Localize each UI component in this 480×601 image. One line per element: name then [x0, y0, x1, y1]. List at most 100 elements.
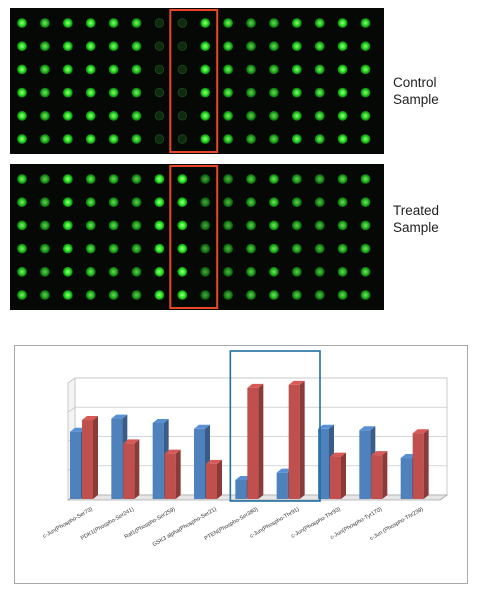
treated-spot — [337, 220, 348, 231]
treated-spot — [40, 174, 50, 184]
control-spot — [62, 134, 73, 144]
control-spot — [291, 41, 302, 52]
treated-spot — [62, 290, 73, 300]
treated-spot — [360, 266, 371, 277]
control-spot — [360, 18, 371, 28]
treated-spot — [314, 220, 325, 231]
treated-spot — [17, 243, 27, 254]
control-spot — [40, 18, 50, 28]
control-spot — [360, 64, 371, 75]
bar-top — [359, 426, 376, 431]
control-spot — [131, 110, 142, 121]
bar-front — [194, 428, 205, 499]
bar-front — [330, 456, 341, 499]
control-spot — [314, 41, 325, 52]
bar-side — [258, 383, 264, 499]
treated-spot — [246, 290, 256, 300]
control-spot — [360, 87, 371, 98]
treated-spot — [108, 220, 119, 231]
bar-front — [70, 431, 81, 499]
treated-spot — [17, 174, 27, 184]
control-spot — [269, 41, 279, 52]
treated-spot — [85, 174, 96, 184]
treated-spot — [131, 220, 142, 231]
treated-spot — [154, 266, 165, 277]
treated-spot — [131, 197, 142, 208]
treated-spot — [314, 290, 325, 300]
control-spot — [246, 18, 256, 28]
treated-spot — [246, 197, 256, 208]
bar-front — [288, 384, 300, 499]
control-spot — [360, 110, 371, 121]
treated-spot — [314, 243, 325, 254]
control-spot — [269, 110, 279, 121]
control-spot — [154, 64, 165, 75]
bar-series2 — [288, 380, 305, 499]
control-spot — [17, 64, 27, 75]
treated-spot — [177, 197, 188, 208]
treated-spot — [108, 266, 119, 277]
bar-front — [82, 420, 93, 499]
treated-spot — [108, 290, 119, 300]
treated-spot — [85, 220, 96, 231]
control-spot — [85, 64, 96, 75]
control-spot — [246, 87, 256, 98]
treated-spot — [62, 174, 73, 184]
bar-front — [318, 428, 329, 499]
control-spot — [17, 18, 27, 28]
treated-spot — [223, 290, 234, 300]
treated-spot — [269, 197, 279, 208]
treated-spot — [131, 243, 142, 254]
treated-spot — [269, 266, 279, 277]
control-spot — [314, 110, 325, 121]
treated-spot — [246, 266, 256, 277]
bar-side — [175, 449, 181, 499]
control-spot — [17, 41, 27, 52]
control-spot — [108, 41, 119, 52]
control-spot — [177, 41, 188, 51]
treated-highlight-box — [169, 165, 219, 309]
control-spot — [17, 134, 27, 144]
control-spot — [85, 18, 96, 28]
bar-top — [247, 383, 264, 388]
treated-spot — [131, 174, 142, 184]
bar-top — [82, 416, 98, 421]
treated-spot — [131, 290, 142, 300]
control-spot — [291, 87, 302, 98]
treated-spot — [223, 243, 234, 254]
treated-spot — [200, 290, 211, 300]
treated-spot — [85, 243, 96, 254]
control-spot — [269, 134, 279, 144]
treated-spot — [177, 266, 188, 277]
control-spot — [154, 18, 165, 28]
bar-side — [382, 451, 388, 499]
treated-spot — [62, 197, 73, 208]
bar-top — [123, 439, 140, 444]
treated-spot — [246, 174, 256, 184]
control-spot — [108, 110, 119, 121]
control-spot — [246, 110, 256, 121]
treated-spot — [269, 290, 279, 300]
treated-spot — [246, 220, 256, 231]
bar-front — [164, 453, 176, 499]
control-spot — [62, 87, 73, 98]
control-spot — [62, 18, 73, 28]
control-spot — [131, 64, 142, 75]
treated-spot — [291, 220, 302, 231]
bar-front — [276, 472, 288, 499]
bar-series2 — [371, 451, 388, 499]
treated-spot — [337, 174, 348, 184]
treated-spot — [177, 220, 188, 231]
bar-top — [288, 380, 305, 385]
control-spot — [108, 18, 119, 28]
treated-spot — [40, 197, 50, 208]
treated-spot — [269, 174, 279, 184]
control-spot — [154, 41, 165, 51]
control-spot — [246, 134, 256, 144]
control-spot — [131, 18, 142, 28]
treated-spot — [246, 243, 256, 254]
control-spot — [40, 134, 50, 144]
control-spot — [177, 64, 188, 75]
control-spot — [40, 64, 50, 75]
treated-spot — [200, 243, 211, 254]
